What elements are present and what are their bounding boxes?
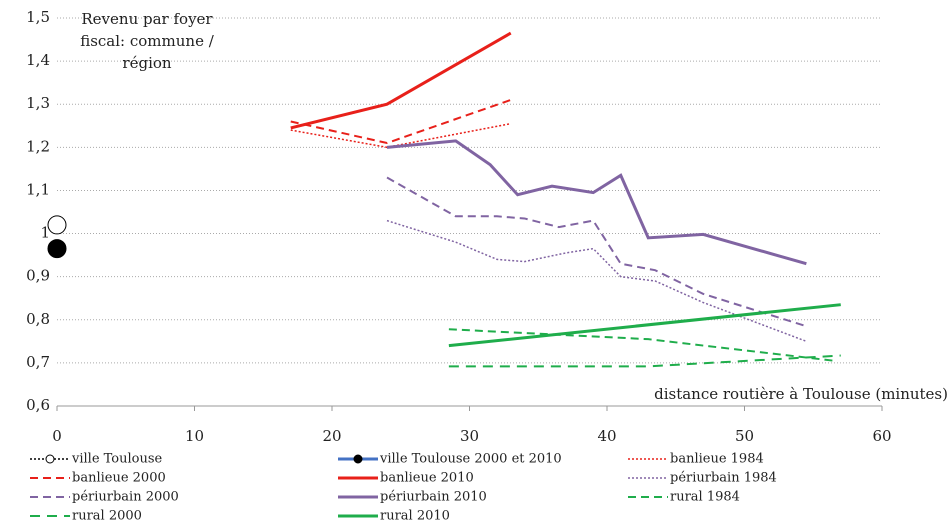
x-tick-label: 20 xyxy=(322,427,341,445)
y-tick-label: 0,6 xyxy=(26,396,50,414)
legend-label: périurbain 1984 xyxy=(670,471,777,486)
y-tick-label: 1,1 xyxy=(26,180,50,198)
legend-label: ville Toulouse xyxy=(71,452,163,467)
y-tick-label: 0,7 xyxy=(26,353,50,371)
y-tick-label: 0,8 xyxy=(26,310,50,328)
legend-label: rural 2010 xyxy=(380,509,450,524)
x-tick-label: 60 xyxy=(872,427,891,445)
x-tick-label: 30 xyxy=(460,427,479,445)
legend-label: rural 2000 xyxy=(72,509,142,524)
y-tick-label: 1,5 xyxy=(26,8,50,26)
legend-label: rural 1984 xyxy=(670,490,740,505)
x-tick-label: 10 xyxy=(185,427,204,445)
y-tick-label: 1,2 xyxy=(26,137,50,155)
legend-marker xyxy=(353,454,363,464)
x-tick-label: 40 xyxy=(597,427,616,445)
point-marker xyxy=(47,239,67,259)
legend-label: périurbain 2010 xyxy=(380,490,487,505)
legend-marker xyxy=(45,454,55,464)
legend-label: banlieue 2010 xyxy=(380,471,474,486)
x-tick-label: 50 xyxy=(735,427,754,445)
y-tick-label: 1,3 xyxy=(26,94,50,112)
y-tick-label: 0,9 xyxy=(26,267,50,285)
series-line xyxy=(386,219,807,343)
series-line xyxy=(290,31,512,130)
legend-label: ville Toulouse 2000 et 2010 xyxy=(379,452,562,467)
y-axis-label: Revenu par foyer fiscal: commune / régio… xyxy=(80,10,214,72)
y-tick-label: 1 xyxy=(40,224,50,242)
series-line xyxy=(448,303,841,348)
x-tick-label: 0 xyxy=(52,427,62,445)
legend-label: banlieue 2000 xyxy=(72,471,166,486)
series-line xyxy=(386,176,807,328)
series-line xyxy=(448,328,834,362)
series-line xyxy=(290,122,511,149)
legend-label: périurbain 2000 xyxy=(72,490,179,505)
legend-label: banlieue 1984 xyxy=(670,452,764,467)
point-marker xyxy=(47,215,67,235)
series-line xyxy=(290,98,512,145)
y-tick-label: 1,4 xyxy=(26,51,50,69)
x-axis-label: distance routière à Toulouse (minutes) xyxy=(654,385,948,403)
series-line xyxy=(386,139,807,266)
series-line xyxy=(448,354,841,368)
